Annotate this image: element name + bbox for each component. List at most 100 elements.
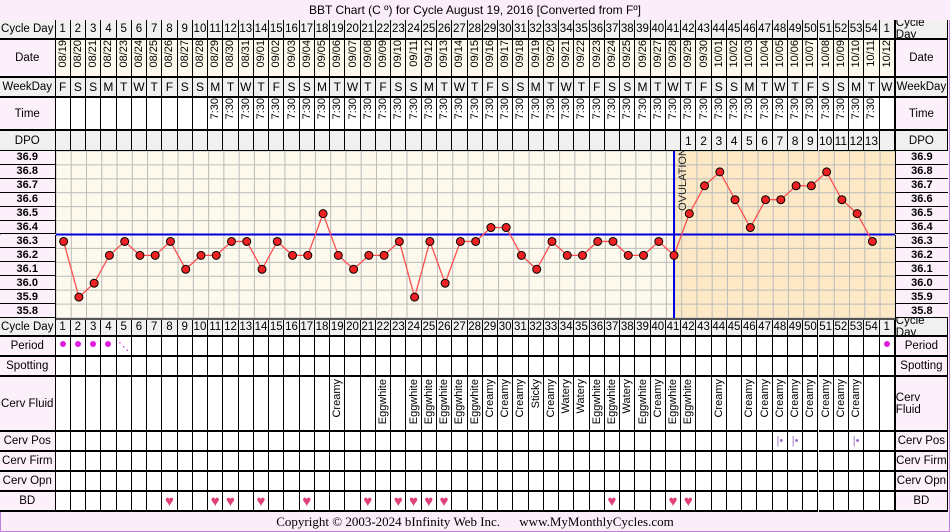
cycle-day-cell: 31 <box>513 20 529 40</box>
cerv-fluid-cell: Creamy <box>803 377 819 432</box>
cerv-pos-cell <box>284 432 300 452</box>
cycle-day-value: 46 <box>742 23 756 35</box>
weekday-value: W <box>133 80 145 94</box>
cycle-day-value: 37 <box>605 23 619 35</box>
cerv-opn-cell <box>498 472 514 492</box>
cycle-day-cell: 4 <box>101 318 117 337</box>
cycle-day-value: 1 <box>883 320 890 333</box>
dpo-value: 10 <box>818 133 833 148</box>
cerv-firm-cell <box>238 452 254 472</box>
date-value: 09/05 <box>316 40 329 68</box>
weekday-value: T <box>257 80 265 94</box>
cycle-day-value: 36 <box>590 320 604 333</box>
temperature-point <box>699 181 709 191</box>
date-cell: 09/08 <box>360 40 376 78</box>
cerv-fluid-cell: Creamy <box>498 377 514 432</box>
spotting-cell <box>70 357 86 377</box>
cycle-day-cell: 44 <box>711 318 727 337</box>
period-cell <box>162 337 178 357</box>
spotting-cell <box>177 357 193 377</box>
period-cell <box>665 337 682 357</box>
time-cell: 7:30 <box>726 98 743 131</box>
temperature-point <box>226 236 236 246</box>
cerv-opn-cell <box>711 472 727 492</box>
period-cell <box>818 337 834 357</box>
row-label-date: Date <box>0 40 56 78</box>
cerv-opn-cell <box>375 472 392 492</box>
weekday-value: T <box>577 80 586 94</box>
cerv-fluid-value: Creamy <box>804 379 817 418</box>
date-cell: 09/05 <box>314 40 331 78</box>
cerv-fluid-cell <box>696 377 712 432</box>
cycle-day-value: 1 <box>59 23 66 35</box>
cycle-day-value: 54 <box>864 320 878 333</box>
period-cell <box>177 337 193 357</box>
date-value: 10/10 <box>850 40 863 68</box>
cycle-day-cell: 31 <box>513 318 529 337</box>
weekday-cell: T <box>467 78 483 98</box>
temperature-point <box>562 250 572 260</box>
dpo-cell: 2 <box>696 131 712 151</box>
cerv-fluid-value: Creamy <box>819 379 832 418</box>
temperature-point <box>852 209 862 219</box>
row-label-dpo: DPO <box>894 131 948 151</box>
cycle-day-cell: 22 <box>375 318 392 337</box>
date-cell: 09/22 <box>574 40 590 78</box>
weekday-value: M <box>637 80 648 94</box>
cerv-firm-cell <box>345 452 361 472</box>
cycle-day-value: 31 <box>514 320 527 333</box>
cycle-day-value: 25 <box>422 320 436 333</box>
time-cell: 7:30 <box>314 98 331 131</box>
date-cell: 10/04 <box>757 40 773 78</box>
cycle-day-value: 24 <box>407 23 420 35</box>
spotting-cell <box>665 357 682 377</box>
weekday-cell: T <box>330 78 346 98</box>
bd-cell <box>116 492 132 512</box>
weekday-cell: W <box>772 78 788 98</box>
cerv-opn-cell <box>314 472 331 492</box>
date-cell: 09/19 <box>528 40 544 78</box>
cycle-day-cell: 16 <box>284 318 300 337</box>
spotting-cell <box>787 357 804 377</box>
dpo-value: 5 <box>745 133 753 148</box>
cerv-opn-cell <box>269 472 285 492</box>
date-cell: 08/25 <box>147 40 163 78</box>
cycle-day-cell: 32 <box>528 20 544 40</box>
date-cell: 08/26 <box>162 40 178 78</box>
date-cell: 09/03 <box>284 40 300 78</box>
bd-cell <box>620 492 636 512</box>
cerv-fluid-cell <box>238 377 254 432</box>
bd-cell: ♥ <box>391 492 407 512</box>
cycle-day-cell: 48 <box>772 318 788 337</box>
row-label-period: Period <box>894 337 948 357</box>
date-value: 10/07 <box>804 40 817 68</box>
cycle-day-cell: 12 <box>223 20 239 40</box>
weekday-cell: S <box>391 78 407 98</box>
date-cell: 10/05 <box>772 40 788 78</box>
dpo-cell <box>314 131 331 151</box>
cerv-firm-cell <box>162 452 178 472</box>
bd-cell <box>772 492 788 512</box>
bd-cell <box>711 492 727 512</box>
cycle-day-cell: 28 <box>467 20 483 40</box>
site-link[interactable]: www.MyMonthlyCycles.com <box>519 514 674 529</box>
cerv-firm-cell <box>482 452 499 472</box>
weekday-value: F <box>593 80 601 94</box>
cerv-opn-cell <box>238 472 254 492</box>
cerv-pos-cell <box>192 432 209 452</box>
dpo-value: 6 <box>761 133 768 148</box>
heart-icon: ♥ <box>424 492 434 510</box>
heart-icon: ♥ <box>607 492 617 510</box>
period-cell <box>253 337 270 357</box>
period-cell <box>192 337 209 357</box>
weekday-value: S <box>607 80 616 94</box>
temp-axis-tick: 36.0 <box>894 276 948 291</box>
cerv-fluid-cell: Eggwhite <box>635 377 651 432</box>
cycle-day-value: 11 <box>209 320 222 333</box>
spotting-cell <box>147 357 163 377</box>
cerv-firm-cell <box>116 452 132 472</box>
cerv-fluid-cell <box>208 377 224 432</box>
cycle-day-value: 29 <box>483 23 497 35</box>
time-cell: 7:30 <box>681 98 697 131</box>
date-cell: 09/12 <box>421 40 437 78</box>
